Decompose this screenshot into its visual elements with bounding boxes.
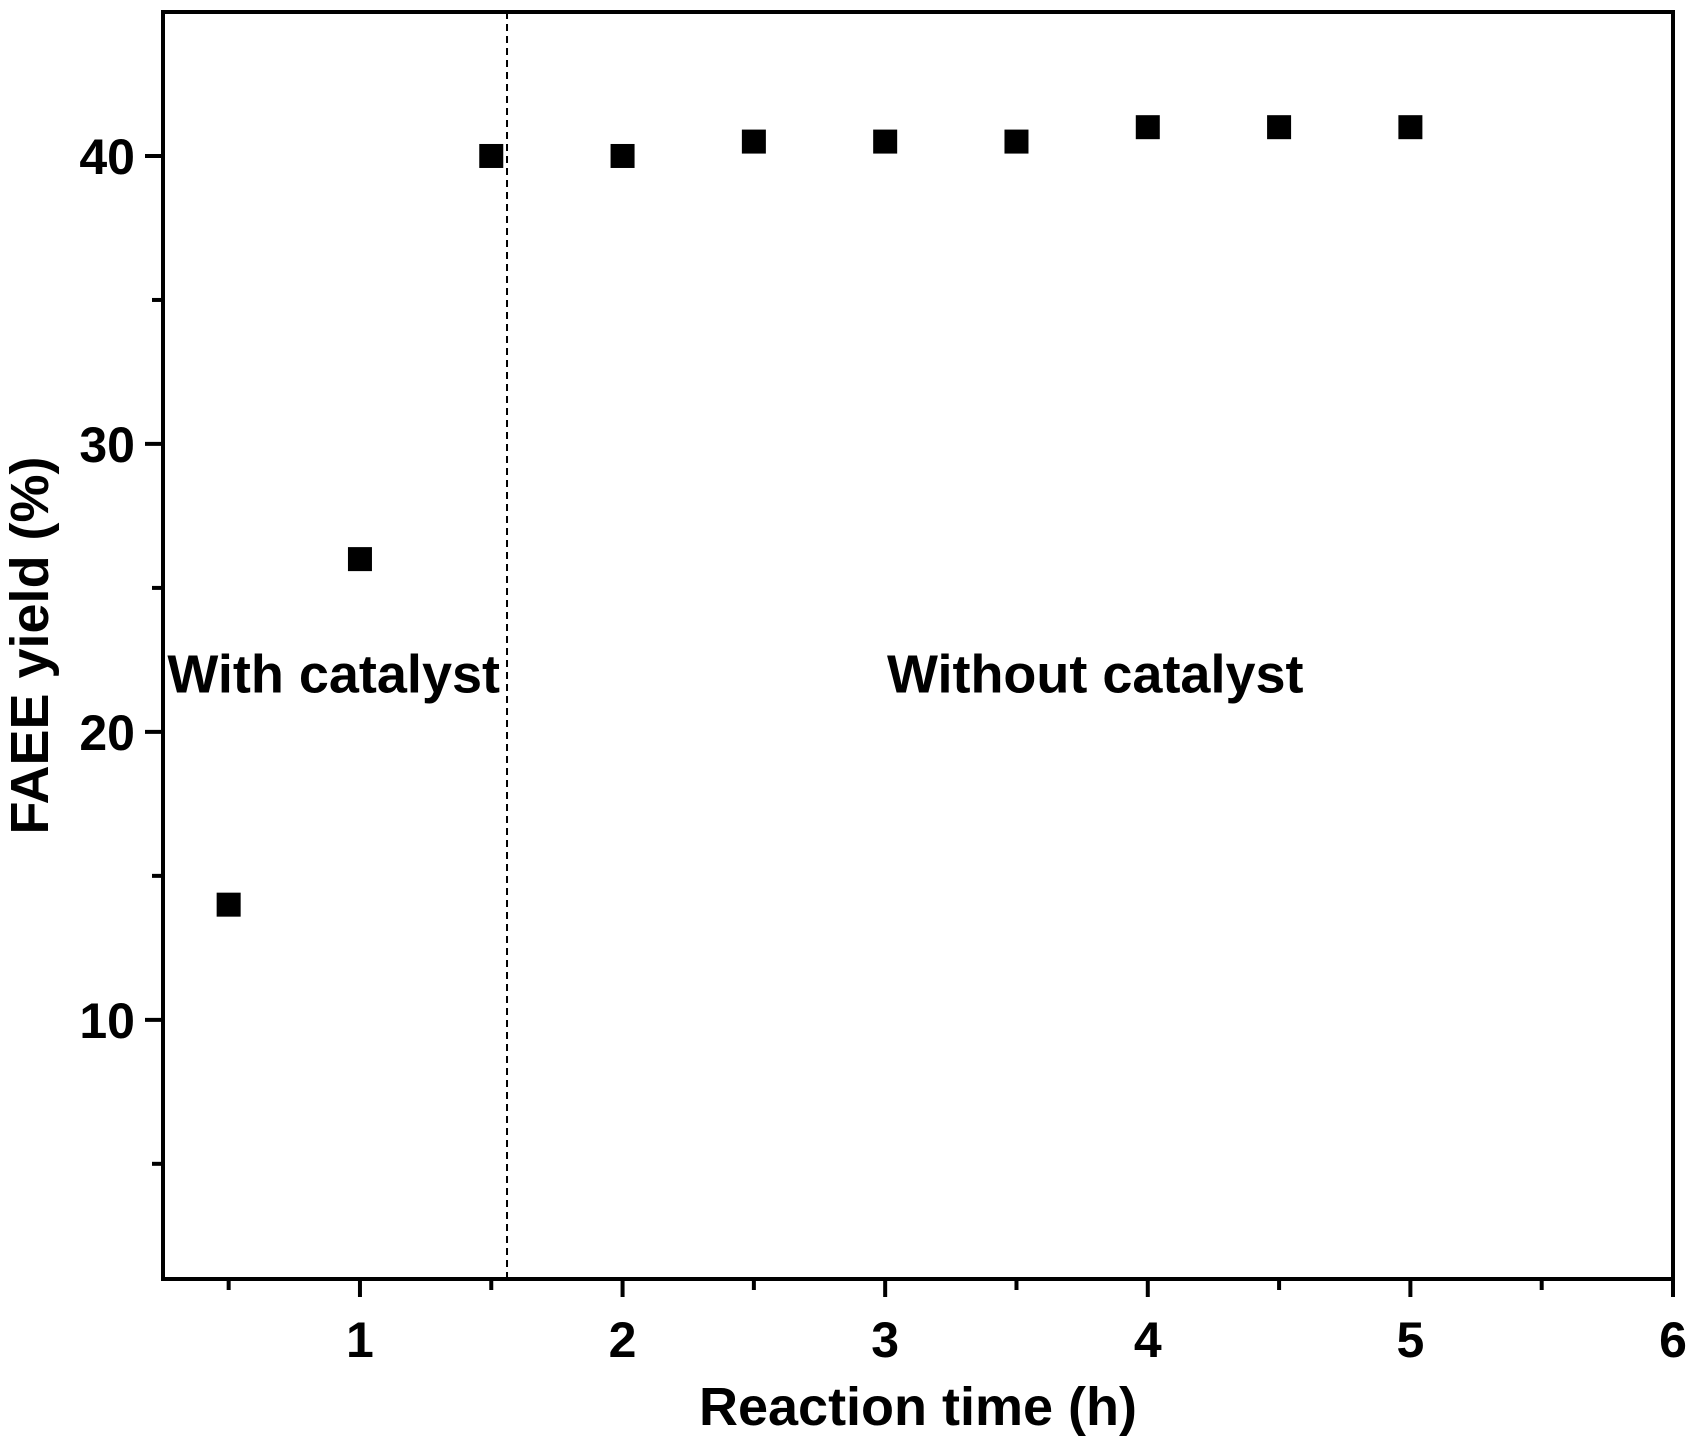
data-point-0-9 [1398, 115, 1423, 140]
data-point-0-1 [347, 547, 372, 572]
x-tick-label-5: 5 [1396, 1312, 1424, 1368]
axis-tick-labels: 1 2 3 4 5 6 10 20 30 40 [79, 129, 1687, 1368]
data-point-0-7 [1135, 115, 1160, 140]
data-point-0-5 [873, 129, 898, 154]
y-tick-label-30: 30 [79, 417, 135, 473]
data-point-0-0 [216, 892, 241, 917]
data-point-0-4 [741, 129, 766, 154]
x-axis-title: Reaction time (h) [699, 1377, 1137, 1437]
data-points [216, 115, 1423, 917]
data-point-0-8 [1267, 115, 1292, 140]
x-tick-label-1: 1 [346, 1312, 374, 1368]
y-axis-title: FAEE yield (%) [0, 456, 60, 834]
data-point-0-2 [479, 143, 504, 168]
x-tick-label-3: 3 [871, 1312, 899, 1368]
annotation-without-catalyst: Without catalyst [887, 644, 1304, 704]
annotation-with-catalyst: With catalyst [167, 644, 500, 704]
x-tick-label-6: 6 [1659, 1312, 1687, 1368]
plot-frame [161, 10, 1675, 1281]
x-tick-label-2: 2 [609, 1312, 637, 1368]
y-tick-label-20: 20 [79, 705, 135, 761]
axis-ticks [145, 153, 1675, 1297]
y-tick-label-10: 10 [79, 993, 135, 1049]
data-point-0-6 [1004, 129, 1029, 154]
y-tick-label-40: 40 [79, 129, 135, 185]
data-point-0-3 [610, 143, 635, 168]
x-tick-label-4: 4 [1134, 1312, 1162, 1368]
